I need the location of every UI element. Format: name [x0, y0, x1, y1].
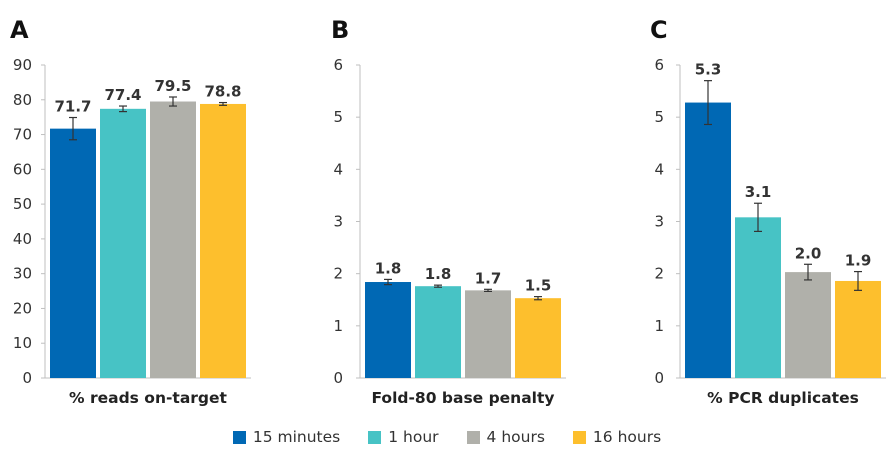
legend-swatch: [232, 430, 246, 444]
legend-label: 1 hour: [388, 428, 439, 446]
bar: [735, 217, 781, 378]
y-tick-label: 80: [13, 91, 32, 109]
y-tick-label: 3: [333, 213, 343, 231]
data-label: 3.1: [745, 183, 772, 201]
data-label: 1.8: [425, 265, 452, 283]
y-tick-label: 60: [13, 160, 32, 178]
data-label: 1.8: [375, 259, 402, 277]
x-axis-title: Fold-80 base penalty: [371, 389, 554, 407]
legend-label: 4 hours: [486, 428, 545, 446]
bar: [685, 102, 731, 378]
y-tick-label: 70: [13, 126, 32, 144]
panel-label: A: [10, 16, 29, 44]
data-label: 5.3: [695, 61, 722, 79]
bar: [415, 286, 461, 378]
y-tick-label: 0: [333, 369, 343, 387]
panel-label: B: [331, 16, 349, 44]
y-tick-label: 4: [654, 160, 664, 178]
bar: [150, 101, 196, 379]
y-tick-label: 0: [22, 369, 32, 387]
legend-label: 15 minutes: [252, 428, 341, 446]
bar: [50, 128, 96, 378]
y-tick-label: 6: [654, 56, 664, 74]
bar: [465, 290, 511, 378]
y-tick-label: 10: [13, 334, 32, 352]
y-tick-label: 20: [13, 299, 32, 317]
y-tick-label: 90: [13, 56, 32, 74]
y-tick-label: 30: [13, 265, 32, 283]
y-tick-label: 1: [333, 317, 343, 335]
legend-item-15-minutes: 15 minutes: [232, 428, 341, 446]
y-tick-label: 50: [13, 195, 32, 213]
x-axis-title: % reads on-target: [69, 389, 227, 407]
legend-item-1-hour: 1 hour: [368, 428, 439, 446]
data-label: 1.9: [845, 252, 872, 270]
bar: [515, 298, 561, 378]
data-label: 78.8: [204, 83, 241, 101]
y-tick-label: 6: [333, 56, 343, 74]
panel-label: C: [650, 16, 668, 44]
legend-swatch: [368, 430, 382, 444]
x-axis-title: % PCR duplicates: [707, 389, 859, 407]
y-tick-label: 40: [13, 230, 32, 248]
y-tick-label: 1: [654, 317, 664, 335]
y-tick-label: 2: [654, 265, 664, 283]
y-tick-label: 5: [654, 108, 664, 126]
data-label: 71.7: [54, 98, 91, 116]
legend-label: 16 hours: [592, 428, 662, 446]
data-label: 1.5: [525, 277, 552, 295]
bar: [100, 108, 146, 378]
bar: [365, 282, 411, 378]
y-tick-label: 2: [333, 265, 343, 283]
legend-swatch: [466, 430, 480, 444]
data-label: 2.0: [795, 244, 822, 262]
y-tick-label: 4: [333, 160, 343, 178]
y-tick-label: 5: [333, 108, 343, 126]
y-tick-label: 0: [654, 369, 664, 387]
legend-item-4-hours: 4 hours: [466, 428, 545, 446]
bar: [785, 272, 831, 378]
legend-item-16-hours: 16 hours: [572, 428, 662, 446]
bar: [835, 280, 881, 378]
y-tick-label: 3: [654, 213, 664, 231]
bar: [200, 103, 246, 378]
data-label: 79.5: [154, 77, 191, 95]
legend-swatch: [572, 430, 586, 444]
data-label: 77.4: [104, 86, 141, 104]
data-label: 1.7: [475, 269, 502, 287]
legend: 15 minutes 1 hour 4 hours 16 hours: [0, 428, 894, 446]
